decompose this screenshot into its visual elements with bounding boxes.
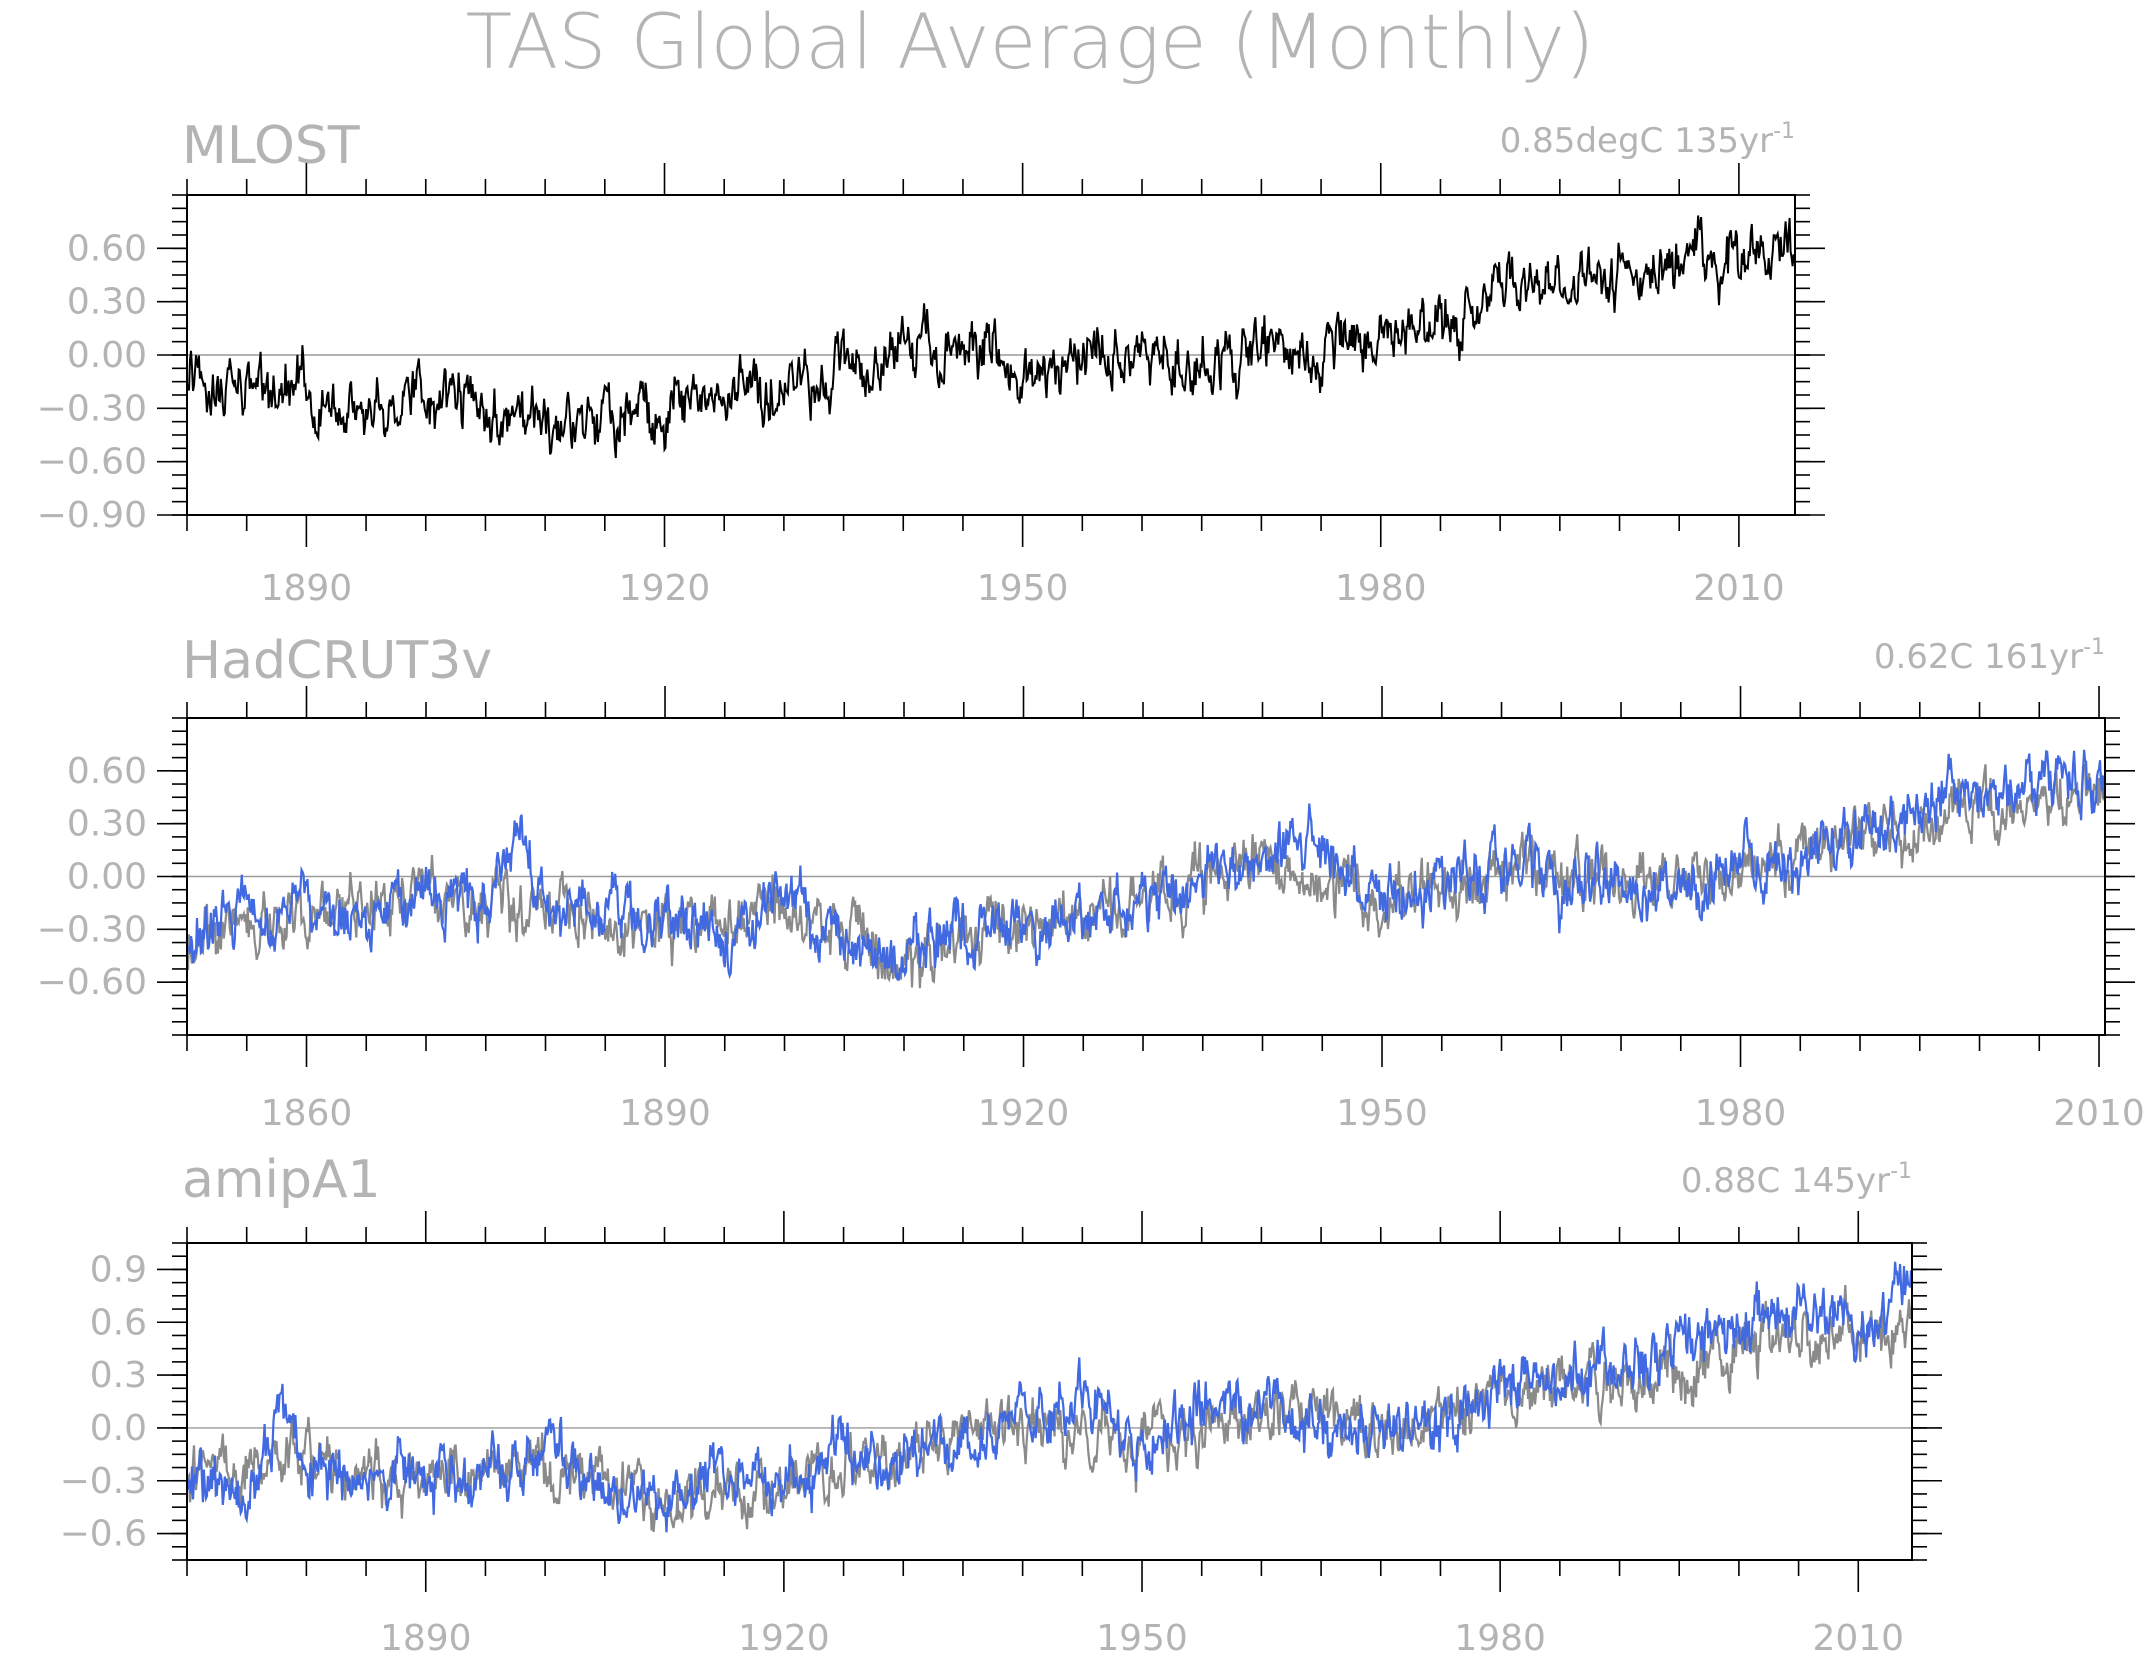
trend-exponent: -1 — [2083, 635, 2105, 660]
trend-exponent: -1 — [1890, 1159, 1912, 1184]
y-tick-label: −0.60 — [37, 442, 147, 483]
trend-label: 0.85degC 135yr-1 — [1500, 119, 1795, 161]
x-tick-label: 1980 — [1454, 1618, 1546, 1655]
panel-title: amipA1 — [182, 1150, 381, 1210]
y-tick-label: 0.30 — [67, 804, 147, 845]
y-tick-label: 0.6 — [90, 1302, 147, 1343]
y-tick-label: 0.60 — [67, 751, 147, 792]
y-tick-label: 0.9 — [90, 1249, 147, 1290]
y-tick-label: 0.60 — [67, 228, 147, 269]
trend-exponent: -1 — [1773, 119, 1795, 144]
chart-panel-amipa1: amipA1 0.88C 145yr-1 −0.6 −0.3 0.0 0.3 0.6 0.9 1… — [60, 1150, 1942, 1655]
y-tick-label: 0.0 — [90, 1408, 147, 1449]
trend-label: 0.88C 145yr-1 — [1681, 1159, 1912, 1201]
x-tick-label: 1920 — [619, 568, 711, 609]
x-tick-label: 1860 — [261, 1093, 353, 1134]
x-tick-label: 1950 — [1096, 1618, 1188, 1655]
series-line — [186, 215, 1796, 459]
series-line — [186, 749, 2107, 982]
x-tick-label: 1950 — [1336, 1093, 1428, 1134]
y-tick-label: 0.30 — [67, 282, 147, 323]
y-tick-label: 0.3 — [90, 1355, 147, 1396]
trend-label: 0.62C 161yr-1 — [1874, 635, 2105, 677]
series-line — [185, 1261, 1914, 1533]
x-tick-label: 1890 — [619, 1093, 711, 1134]
x-tick-label: 1950 — [977, 568, 1069, 609]
panel-title: MLOST — [182, 116, 360, 176]
chart-panel-hadcrut3v: HadCRUT3v 0.62C 161yr-1 −0.60 −0.30 0.00 0.30… — [37, 631, 2145, 1134]
y-tick-label: −0.6 — [60, 1514, 147, 1555]
y-tick-label: 0.00 — [67, 335, 147, 376]
figure-title: TAS Global Average (Monthly) — [466, 0, 1595, 86]
x-tick-label: 1920 — [978, 1093, 1070, 1134]
x-tick-label: 1890 — [380, 1618, 472, 1655]
y-tick-label: −0.30 — [37, 909, 147, 950]
panel-title: HadCRUT3v — [182, 631, 492, 691]
x-tick-label: 1920 — [738, 1618, 830, 1655]
series-line — [185, 1285, 1914, 1532]
x-tick-label: 2010 — [2053, 1093, 2145, 1134]
y-tick-label: −0.90 — [37, 495, 147, 536]
y-tick-label: −0.30 — [37, 388, 147, 429]
x-tick-label: 1890 — [261, 568, 353, 609]
y-tick-label: −0.60 — [37, 962, 147, 1003]
x-tick-label: 2010 — [1812, 1618, 1904, 1655]
x-tick-label: 1980 — [1335, 568, 1427, 609]
chart-panel-mlost: MLOST 0.85degC 135yr-1 −0.90 −0.60 −0.30 0.00… — [37, 116, 1825, 609]
x-tick-label: 1980 — [1695, 1093, 1787, 1134]
y-tick-label: 0.00 — [67, 857, 147, 898]
y-tick-label: −0.3 — [60, 1461, 147, 1502]
x-tick-label: 2010 — [1693, 568, 1785, 609]
